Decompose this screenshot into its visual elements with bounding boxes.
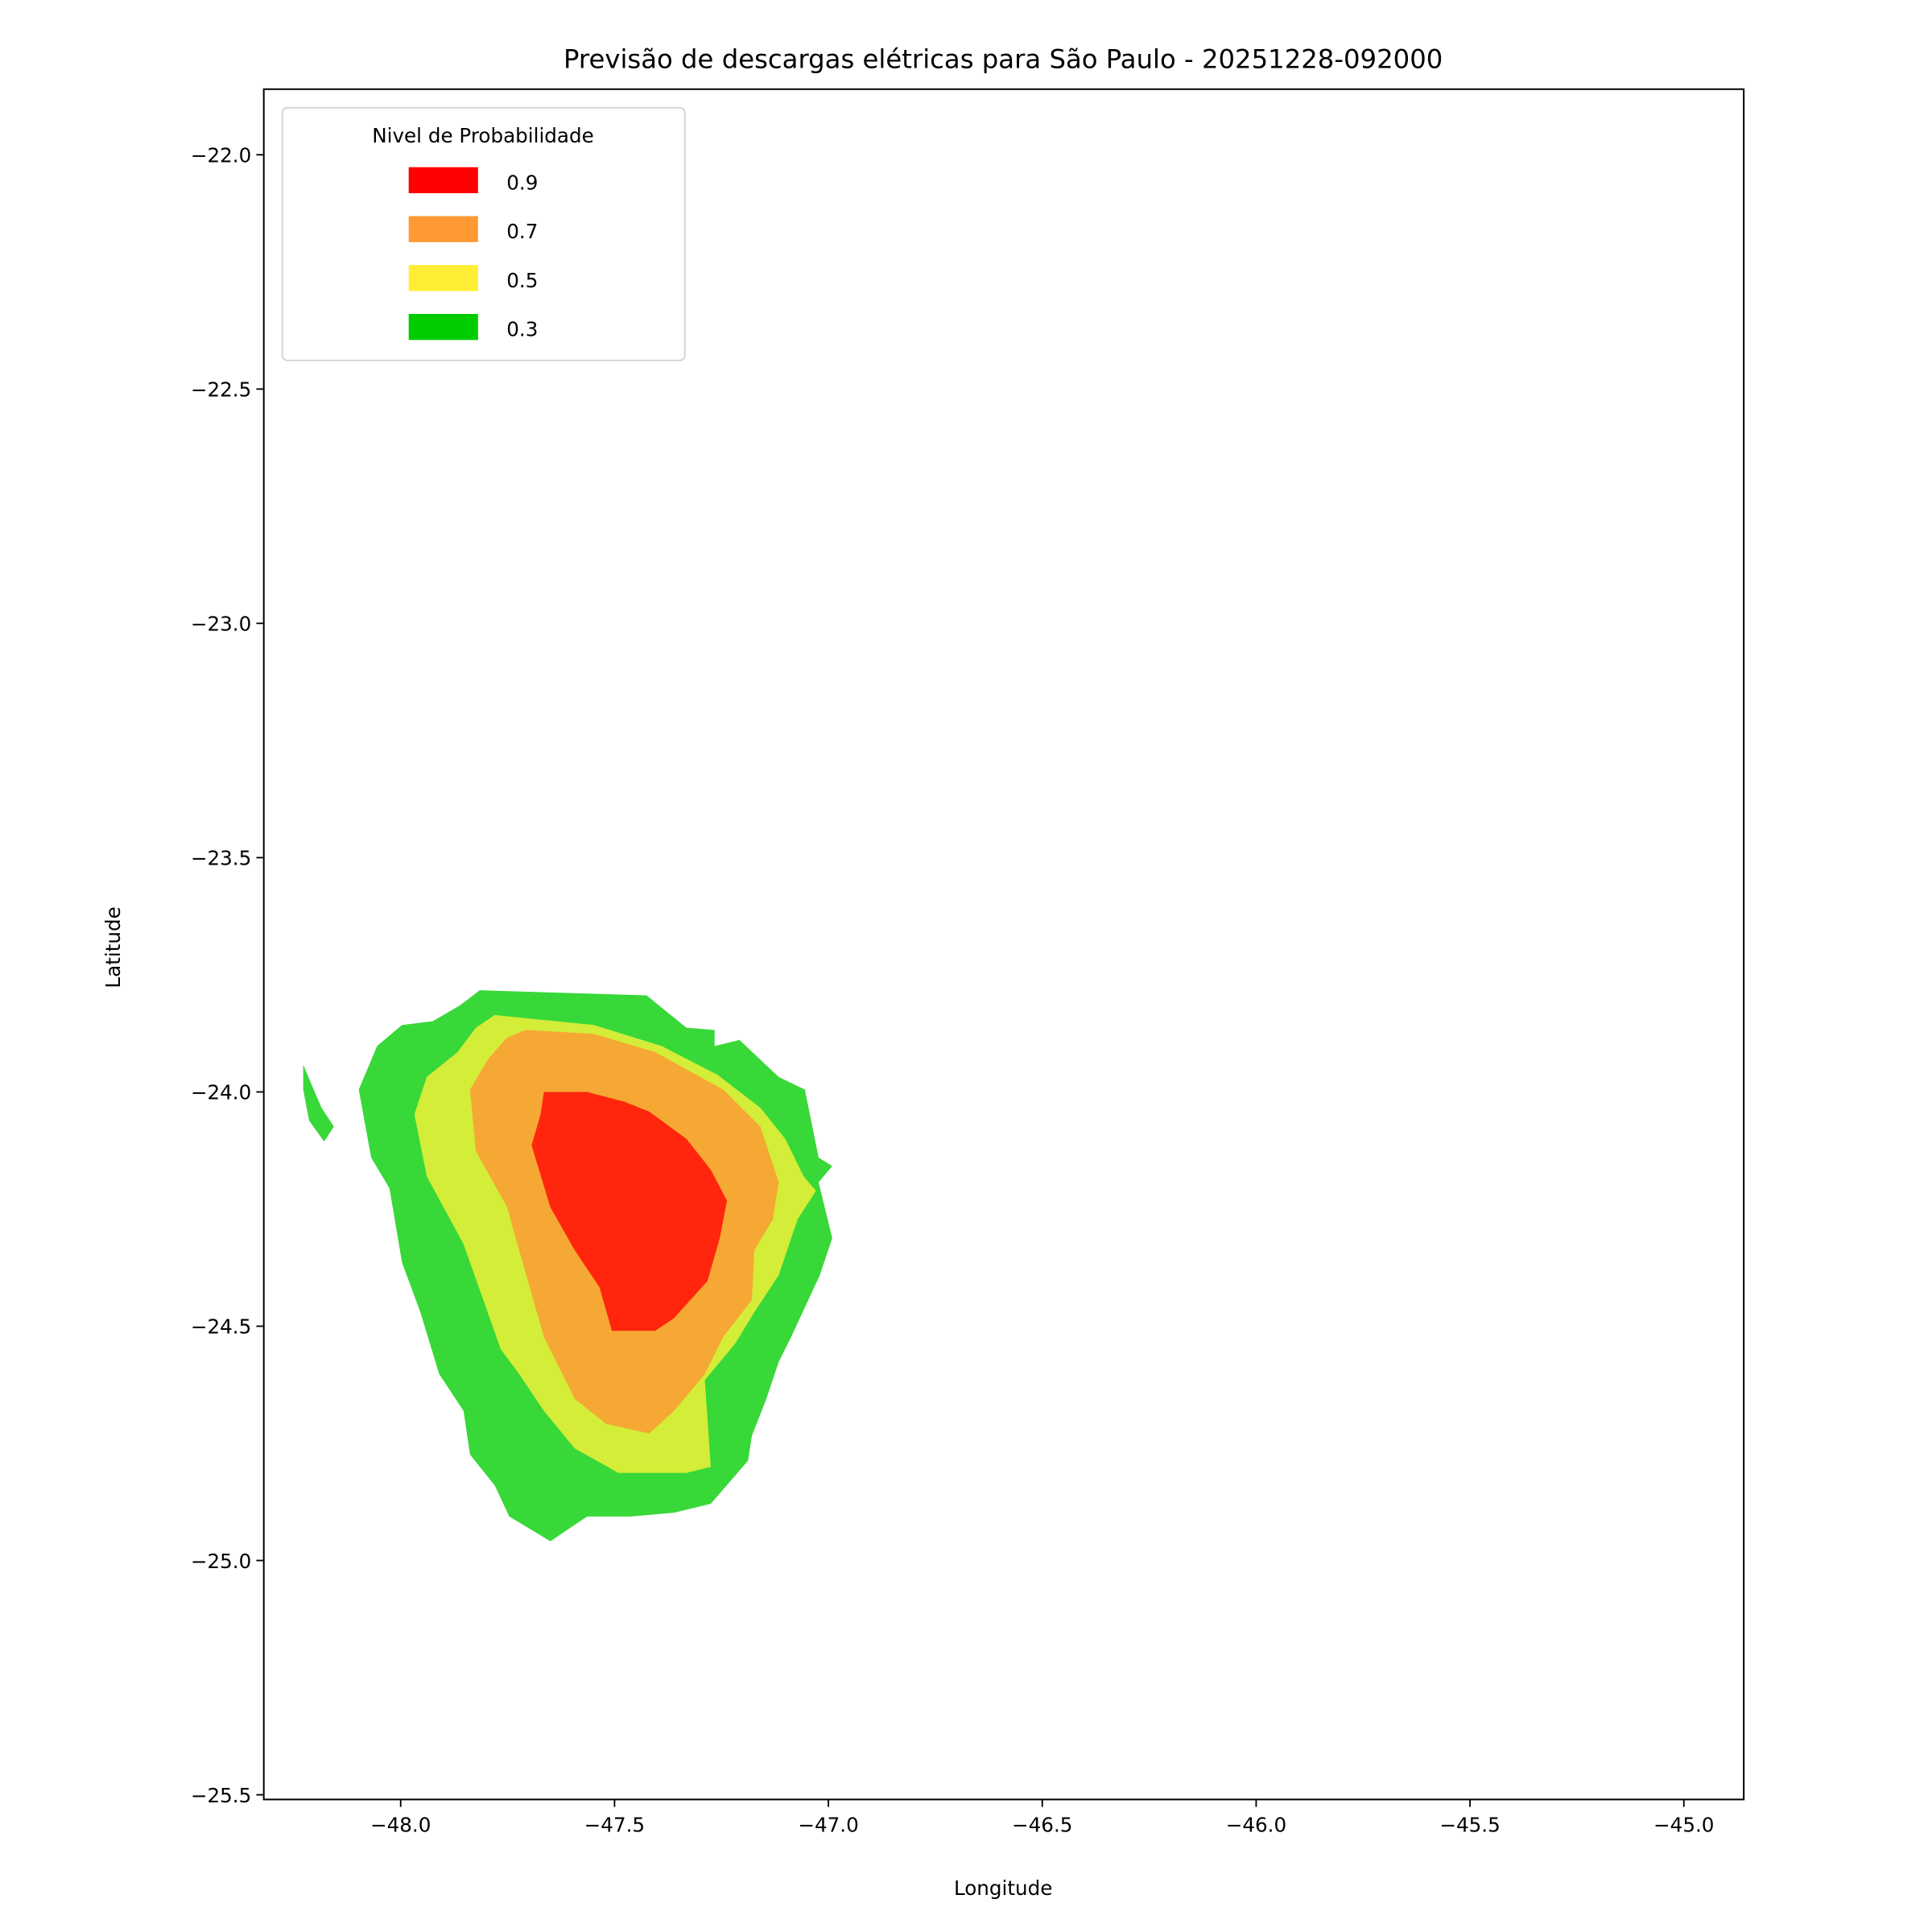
plot-area bbox=[303, 990, 832, 1542]
x-tick-label: −47.5 bbox=[584, 1813, 645, 1836]
legend: Nivel de Probabilidade 0.9 0.7 0.5 0.3 bbox=[281, 106, 686, 361]
y-axis: −22.0 −22.5 −23.0 −23.5 −24.0 −24.5 −25.0 −25.5 bbox=[191, 143, 264, 1807]
legend-label: 0.5 bbox=[506, 269, 538, 292]
legend-label: 0.3 bbox=[506, 318, 538, 341]
x-tick-label: −48.0 bbox=[370, 1813, 431, 1836]
x-tick-label: −46.0 bbox=[1226, 1813, 1286, 1836]
chart-title: Previsão de descargas elétricas para São… bbox=[564, 44, 1443, 75]
legend-swatch bbox=[408, 314, 478, 341]
y-tick-label: −25.5 bbox=[191, 1784, 251, 1807]
y-tick-label: −23.0 bbox=[191, 613, 251, 636]
y-tick-label: −23.5 bbox=[191, 847, 251, 870]
x-tick-label: −45.0 bbox=[1653, 1813, 1714, 1836]
legend-box bbox=[281, 106, 686, 361]
legend-swatch bbox=[408, 167, 478, 193]
legend-title: Nivel de Probabilidade bbox=[372, 124, 594, 147]
y-tick-label: −22.5 bbox=[191, 378, 251, 402]
x-axis: −48.0 −47.5 −47.0 −46.5 −46.0 −45.5 −45.0 bbox=[370, 1799, 1714, 1836]
axes-frame bbox=[262, 88, 1745, 1801]
contour-level-0-3-region bbox=[303, 1064, 334, 1142]
x-tick-label: −46.5 bbox=[1012, 1813, 1072, 1836]
y-tick-label: −24.5 bbox=[191, 1315, 251, 1339]
y-tick-label: −22.0 bbox=[191, 143, 251, 167]
y-axis-label: Latitude bbox=[101, 906, 125, 988]
y-tick-label: −24.0 bbox=[191, 1081, 251, 1104]
x-tick-label: −47.0 bbox=[798, 1813, 858, 1836]
legend-label: 0.9 bbox=[506, 171, 538, 194]
contour-level-0-9-region bbox=[531, 1092, 728, 1331]
x-axis-label: Longitude bbox=[954, 1876, 1052, 1900]
legend-swatch bbox=[408, 265, 478, 291]
legend-label: 0.7 bbox=[506, 220, 538, 243]
x-tick-label: −45.5 bbox=[1439, 1813, 1500, 1836]
y-tick-label: −25.0 bbox=[191, 1550, 251, 1573]
legend-swatch bbox=[408, 216, 478, 242]
